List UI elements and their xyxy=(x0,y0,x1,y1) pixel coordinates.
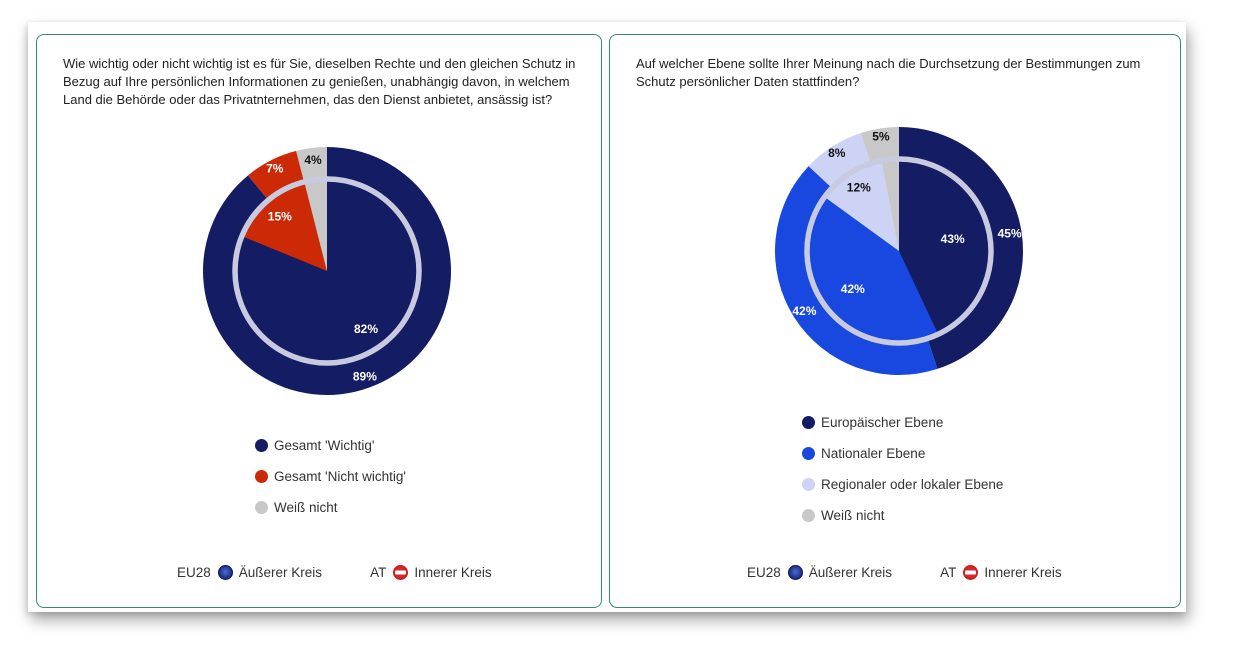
eu-flag-icon xyxy=(217,565,233,580)
legend-swatch-grey xyxy=(255,501,268,514)
austria-flag-icon xyxy=(393,565,409,580)
legend-item-regional: Regionaler oder lokaler Ebene xyxy=(802,469,1003,500)
legend-swatch-grey xyxy=(802,509,815,522)
legend-item-national: Nationaler Ebene xyxy=(802,438,1003,469)
inner-slice-1 xyxy=(240,180,327,271)
legend-label: Europäischer Ebene xyxy=(821,415,944,430)
legend-swatch-red xyxy=(255,470,268,483)
legend-label: Gesamt 'Wichtig' xyxy=(274,438,375,453)
legend-item-europaeisch: Europäischer Ebene xyxy=(802,407,1003,438)
eu-flag-icon xyxy=(787,565,803,580)
inner-label-1: 42% xyxy=(841,282,865,296)
inner-label-2: 12% xyxy=(847,181,871,195)
right-pie-chart: 45% 42% 8% 5% 43% 42% 12% xyxy=(775,127,1023,375)
right-legend: Europäischer Ebene Nationaler Ebene Regi… xyxy=(802,407,1003,531)
legend-swatch-lavender xyxy=(802,478,815,491)
inner-label-1: 15% xyxy=(268,210,292,224)
right-question: Auf welcher Ebene sollte Ihrer Meinung n… xyxy=(636,56,1141,89)
outer-label-0: 45% xyxy=(998,227,1022,241)
left-question: Wie wichtig oder nicht wichtig ist es fü… xyxy=(63,56,576,107)
legend-item-weiss-nicht: Weiß nicht xyxy=(802,500,1003,531)
inner-circle-label: Innerer Kreis xyxy=(414,565,492,580)
legend-item-wichtig: Gesamt 'Wichtig' xyxy=(255,430,406,461)
legend-swatch-blue xyxy=(802,447,815,460)
outer-label-3: 5% xyxy=(872,129,890,143)
outer-label-0: 89% xyxy=(353,369,377,383)
legend-swatch-dark-navy xyxy=(255,439,268,452)
outer-label-1: 42% xyxy=(792,304,816,318)
legend-item-weiss-nicht: Weiß nicht xyxy=(255,492,406,523)
inner-slice-3 xyxy=(881,158,899,251)
legend-label: Gesamt 'Nicht wichtig' xyxy=(274,469,406,484)
at-code: AT xyxy=(370,565,387,580)
inner-label-0: 82% xyxy=(354,322,378,336)
left-pie-chart: 89% 7% 4% 82% 15% xyxy=(203,147,452,395)
legend-label: Weiß nicht xyxy=(274,500,338,515)
legend-swatch-dark-navy xyxy=(802,416,815,429)
legend-label: Regionaler oder lokaler Ebene xyxy=(821,477,1004,492)
left-circle-key: EU28 Äußerer Kreis AT Innerer Kreis xyxy=(177,565,492,580)
outer-circle-label: Äußerer Kreis xyxy=(808,565,893,580)
at-code: AT xyxy=(940,565,957,580)
outer-label-1: 7% xyxy=(266,162,284,176)
inner-circle-ring xyxy=(804,156,994,346)
inner-slice-1 xyxy=(805,196,939,345)
right-circle-key: EU28 Äußerer Kreis AT Innerer Kreis xyxy=(747,565,1062,580)
inner-circle-ring xyxy=(232,176,422,366)
outer-circle-label: Äußerer Kreis xyxy=(238,565,323,580)
outer-label-2: 8% xyxy=(828,146,846,160)
inner-slice-2 xyxy=(304,178,327,271)
inner-slice-0 xyxy=(899,158,993,336)
left-chart-panel: Wie wichtig oder nicht wichtig ist es fü… xyxy=(36,34,602,608)
eu-code: EU28 xyxy=(177,565,211,580)
austria-flag-icon xyxy=(963,565,979,580)
legend-item-nicht-wichtig: Gesamt 'Nicht wichtig' xyxy=(255,461,406,492)
inner-label-0: 43% xyxy=(941,232,965,246)
legend-label: Nationaler Ebene xyxy=(821,446,926,461)
eu-code: EU28 xyxy=(747,565,781,580)
inner-slice-2 xyxy=(823,159,899,251)
outer-label-2: 4% xyxy=(304,153,322,167)
inner-slice-0 xyxy=(233,178,420,365)
legend-label: Weiß nicht xyxy=(821,508,885,523)
inner-circle-label: Innerer Kreis xyxy=(984,565,1062,580)
right-chart-panel: Auf welcher Ebene sollte Ihrer Meinung n… xyxy=(609,34,1181,608)
left-legend: Gesamt 'Wichtig' Gesamt 'Nicht wichtig' … xyxy=(255,430,406,523)
